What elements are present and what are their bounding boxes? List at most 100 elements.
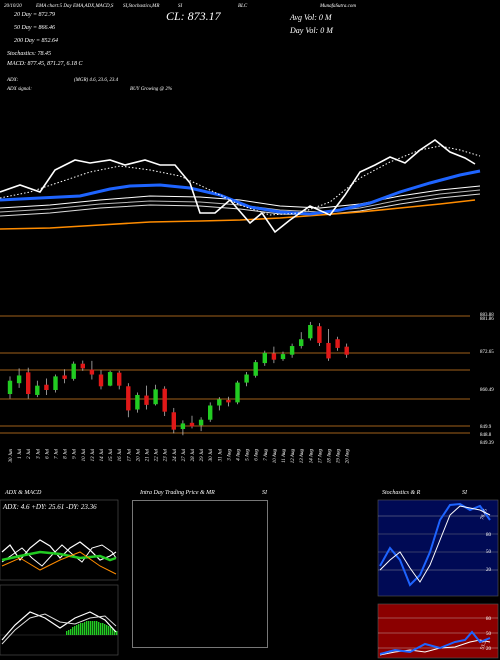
- candle: [217, 397, 222, 411]
- stoch-d-line: [379, 505, 491, 583]
- candle: [44, 378, 49, 395]
- date-tick-label: 5 Aug: [246, 449, 251, 461]
- macd-histogram-bar: [76, 625, 78, 635]
- candle-body: [253, 362, 258, 376]
- candle-body: [280, 354, 286, 360]
- adx-label: ADX:: [7, 78, 19, 83]
- candle-body: [153, 389, 158, 405]
- adx-signal-label: ADX signal:: [7, 87, 32, 92]
- candle: [253, 359, 258, 378]
- candle: [262, 350, 267, 366]
- candle: [235, 380, 240, 405]
- stoch-tick: 20: [486, 568, 492, 573]
- candle: [7, 376, 13, 399]
- date-tick-label: 6 Aug: [255, 449, 260, 461]
- price-label: 881.86: [480, 317, 494, 322]
- ma200-readout: 200 Day = 852.64: [14, 38, 59, 44]
- candle-body: [335, 339, 340, 348]
- candle-body: [53, 376, 58, 390]
- candle: [126, 383, 131, 418]
- candle: [35, 380, 40, 398]
- macd-histogram-bar: [100, 623, 102, 635]
- price-label: 848.8: [480, 433, 492, 438]
- candle: [107, 370, 113, 387]
- candle: [189, 415, 195, 429]
- date-tick-label: 30 Jun: [9, 449, 14, 463]
- candle-body: [226, 399, 231, 403]
- stoch-tick: 50: [486, 550, 492, 555]
- macd-histogram-bar: [102, 623, 104, 635]
- date-tick-label: 1 Jul: [18, 448, 23, 458]
- adx-values: (MGR) 4.6, 23.6, 23.4: [74, 78, 119, 83]
- date-tick-label: 24 Jul: [173, 448, 178, 461]
- macd-histogram-bar: [92, 621, 94, 635]
- day-vol-readout: Day Vol: 0 M: [290, 26, 333, 35]
- adx-signal-text: BUY Growing @ 2%: [130, 87, 173, 92]
- intraday-panel: [132, 500, 268, 648]
- candle-body: [235, 382, 240, 403]
- candle: [280, 351, 286, 361]
- date-tick-label: 10 Jul: [82, 448, 87, 461]
- date-tick-label: 31 Jul: [218, 448, 223, 461]
- date-tick-label: 13 Aug: [300, 449, 305, 464]
- rsi-tick: 50: [486, 632, 492, 637]
- price-white-line: [0, 139, 476, 234]
- candle-body: [71, 363, 76, 379]
- candle-body: [135, 394, 140, 410]
- macd-readout: MACD: 877.45, 871.27, 6.18 C: [7, 61, 83, 67]
- ema-dotted-line: [0, 145, 481, 216]
- candle-body: [62, 375, 67, 379]
- candle-body: [208, 405, 213, 420]
- macd-histogram-bar: [68, 630, 70, 635]
- date-tick-label: 27 Jul: [182, 448, 187, 461]
- candle-body: [308, 325, 313, 339]
- candle-body: [326, 342, 331, 359]
- date-tick-label: 8 Jul: [64, 448, 69, 458]
- macd-histogram-bar: [104, 624, 106, 635]
- date-tick-label: 20 Aug: [346, 449, 351, 464]
- candle: [299, 332, 304, 349]
- candle-body: [180, 423, 186, 429]
- candle: [171, 407, 176, 434]
- rsi-value-label: 53.3: [480, 640, 488, 650]
- date-tick-label: 15 Jul: [109, 448, 114, 461]
- candle-body: [144, 395, 149, 405]
- stoch-panel-symbol: SI: [462, 490, 467, 496]
- avg-vol-readout: Avg Vol: 0 M: [290, 13, 332, 22]
- candle: [89, 360, 95, 380]
- candle-body: [299, 339, 304, 347]
- header-symbol: SI: [178, 4, 183, 9]
- candle-body: [107, 372, 113, 386]
- candle: [53, 374, 58, 393]
- candle: [326, 329, 331, 361]
- candle-body: [98, 374, 104, 387]
- date-tick-label: 2 Jul: [27, 448, 32, 458]
- date-tick-label: 3 Aug: [227, 449, 232, 461]
- intraday-panel-symbol: SI: [262, 490, 267, 496]
- candle: [162, 386, 167, 416]
- rsi-tick: 20: [486, 647, 492, 652]
- candle-body: [26, 372, 31, 395]
- candle-body: [117, 372, 122, 386]
- macd-histogram: [66, 621, 118, 635]
- date-tick-label: 18 Aug: [328, 449, 333, 464]
- date-tick-label: 21 Jul: [146, 448, 151, 461]
- macd-histogram-bar: [86, 621, 88, 635]
- candle: [208, 402, 213, 422]
- ma50-readout: 50 Day = 866.46: [14, 25, 56, 31]
- candle: [308, 321, 313, 341]
- candle: [271, 346, 277, 364]
- candle-body: [80, 363, 85, 369]
- date-tick-label: 12 Aug: [291, 449, 296, 464]
- candle: [80, 360, 85, 371]
- macd-histogram-bar: [90, 621, 92, 635]
- date-tick-label: 6 Jul: [45, 448, 50, 458]
- stoch-tick: 80: [486, 533, 492, 538]
- macd-histogram-bar: [110, 627, 112, 635]
- candle: [289, 343, 295, 358]
- candle: [335, 336, 340, 351]
- candle-body: [171, 412, 176, 430]
- candle: [198, 417, 204, 432]
- header-site: MunafaSutra.com: [320, 4, 356, 9]
